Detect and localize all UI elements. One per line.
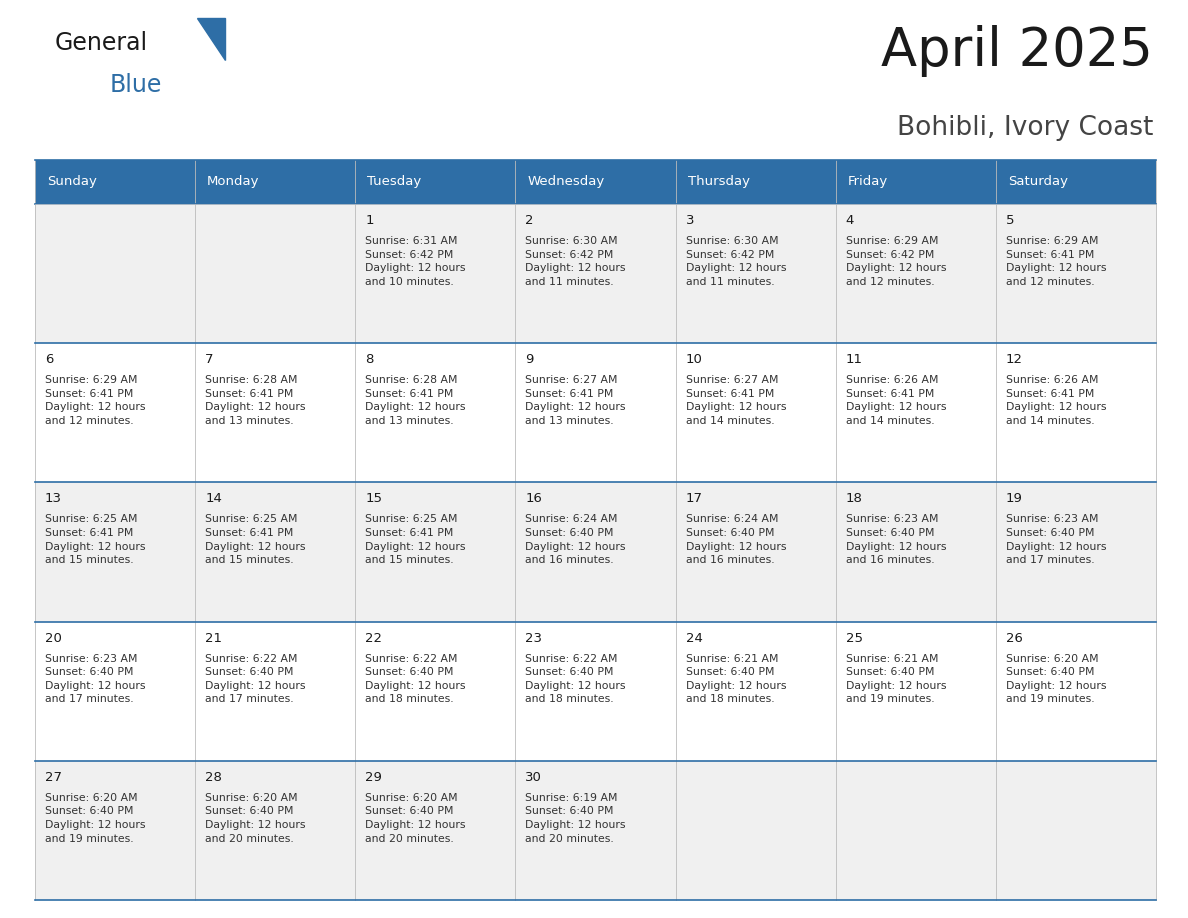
Bar [676,160,835,204]
Text: Friday: Friday [848,175,887,188]
Text: Sunrise: 6:25 AM
Sunset: 6:41 PM
Daylight: 12 hours
and 15 minutes.: Sunrise: 6:25 AM Sunset: 6:41 PM Dayligh… [365,514,466,565]
Bar [835,160,996,204]
Text: 22: 22 [365,632,383,644]
Text: April 2025: April 2025 [881,25,1154,77]
Text: 4: 4 [846,214,854,227]
Text: Sunrise: 6:20 AM
Sunset: 6:40 PM
Daylight: 12 hours
and 20 minutes.: Sunrise: 6:20 AM Sunset: 6:40 PM Dayligh… [365,793,466,844]
Text: 12: 12 [1006,353,1023,366]
Text: Sunrise: 6:21 AM
Sunset: 6:40 PM
Daylight: 12 hours
and 18 minutes.: Sunrise: 6:21 AM Sunset: 6:40 PM Dayligh… [685,654,786,704]
Text: Sunrise: 6:22 AM
Sunset: 6:40 PM
Daylight: 12 hours
and 18 minutes.: Sunrise: 6:22 AM Sunset: 6:40 PM Dayligh… [365,654,466,704]
Bar [34,343,1156,482]
Text: 26: 26 [1006,632,1023,644]
Text: 6: 6 [45,353,53,366]
Bar [34,204,1156,343]
Bar [34,761,1156,900]
Text: Sunrise: 6:29 AM
Sunset: 6:41 PM
Daylight: 12 hours
and 12 minutes.: Sunrise: 6:29 AM Sunset: 6:41 PM Dayligh… [1006,236,1106,286]
Text: 2: 2 [525,214,533,227]
Text: 24: 24 [685,632,702,644]
Text: 25: 25 [846,632,862,644]
Text: General: General [55,31,148,55]
Text: 1: 1 [365,214,374,227]
Text: Sunrise: 6:30 AM
Sunset: 6:42 PM
Daylight: 12 hours
and 11 minutes.: Sunrise: 6:30 AM Sunset: 6:42 PM Dayligh… [525,236,626,286]
Bar [34,160,195,204]
Text: Sunrise: 6:23 AM
Sunset: 6:40 PM
Daylight: 12 hours
and 17 minutes.: Sunrise: 6:23 AM Sunset: 6:40 PM Dayligh… [45,654,145,704]
Text: Sunrise: 6:20 AM
Sunset: 6:40 PM
Daylight: 12 hours
and 20 minutes.: Sunrise: 6:20 AM Sunset: 6:40 PM Dayligh… [206,793,305,844]
Text: 18: 18 [846,492,862,506]
Text: 7: 7 [206,353,214,366]
Text: Sunday: Sunday [48,175,97,188]
Text: 15: 15 [365,492,383,506]
Text: 23: 23 [525,632,543,644]
Bar [355,160,516,204]
Text: Monday: Monday [207,175,260,188]
Text: Sunrise: 6:23 AM
Sunset: 6:40 PM
Daylight: 12 hours
and 16 minutes.: Sunrise: 6:23 AM Sunset: 6:40 PM Dayligh… [846,514,946,565]
Text: Wednesday: Wednesday [527,175,605,188]
Text: 20: 20 [45,632,62,644]
Text: Sunrise: 6:27 AM
Sunset: 6:41 PM
Daylight: 12 hours
and 13 minutes.: Sunrise: 6:27 AM Sunset: 6:41 PM Dayligh… [525,375,626,426]
Bar [34,621,1156,761]
Text: Sunrise: 6:29 AM
Sunset: 6:42 PM
Daylight: 12 hours
and 12 minutes.: Sunrise: 6:29 AM Sunset: 6:42 PM Dayligh… [846,236,946,286]
Text: 3: 3 [685,214,694,227]
Text: 5: 5 [1006,214,1015,227]
Text: 16: 16 [525,492,542,506]
Text: Sunrise: 6:20 AM
Sunset: 6:40 PM
Daylight: 12 hours
and 19 minutes.: Sunrise: 6:20 AM Sunset: 6:40 PM Dayligh… [45,793,145,844]
Text: Thursday: Thursday [688,175,750,188]
Text: 14: 14 [206,492,222,506]
Text: 8: 8 [365,353,374,366]
Text: 17: 17 [685,492,702,506]
Text: Blue: Blue [110,73,163,97]
Text: Saturday: Saturday [1007,175,1068,188]
Text: 9: 9 [525,353,533,366]
Text: Bohibli, Ivory Coast: Bohibli, Ivory Coast [897,115,1154,141]
Text: Sunrise: 6:28 AM
Sunset: 6:41 PM
Daylight: 12 hours
and 13 minutes.: Sunrise: 6:28 AM Sunset: 6:41 PM Dayligh… [206,375,305,426]
Text: Sunrise: 6:26 AM
Sunset: 6:41 PM
Daylight: 12 hours
and 14 minutes.: Sunrise: 6:26 AM Sunset: 6:41 PM Dayligh… [846,375,946,426]
Text: Tuesday: Tuesday [367,175,422,188]
Text: Sunrise: 6:27 AM
Sunset: 6:41 PM
Daylight: 12 hours
and 14 minutes.: Sunrise: 6:27 AM Sunset: 6:41 PM Dayligh… [685,375,786,426]
Text: Sunrise: 6:25 AM
Sunset: 6:41 PM
Daylight: 12 hours
and 15 minutes.: Sunrise: 6:25 AM Sunset: 6:41 PM Dayligh… [206,514,305,565]
Text: 19: 19 [1006,492,1023,506]
Text: Sunrise: 6:26 AM
Sunset: 6:41 PM
Daylight: 12 hours
and 14 minutes.: Sunrise: 6:26 AM Sunset: 6:41 PM Dayligh… [1006,375,1106,426]
Text: 13: 13 [45,492,62,506]
Text: Sunrise: 6:28 AM
Sunset: 6:41 PM
Daylight: 12 hours
and 13 minutes.: Sunrise: 6:28 AM Sunset: 6:41 PM Dayligh… [365,375,466,426]
Text: Sunrise: 6:20 AM
Sunset: 6:40 PM
Daylight: 12 hours
and 19 minutes.: Sunrise: 6:20 AM Sunset: 6:40 PM Dayligh… [1006,654,1106,704]
Text: 21: 21 [206,632,222,644]
Bar [516,160,676,204]
Text: Sunrise: 6:21 AM
Sunset: 6:40 PM
Daylight: 12 hours
and 19 minutes.: Sunrise: 6:21 AM Sunset: 6:40 PM Dayligh… [846,654,946,704]
Text: Sunrise: 6:22 AM
Sunset: 6:40 PM
Daylight: 12 hours
and 18 minutes.: Sunrise: 6:22 AM Sunset: 6:40 PM Dayligh… [525,654,626,704]
Bar [195,160,355,204]
Text: Sunrise: 6:23 AM
Sunset: 6:40 PM
Daylight: 12 hours
and 17 minutes.: Sunrise: 6:23 AM Sunset: 6:40 PM Dayligh… [1006,514,1106,565]
Text: 10: 10 [685,353,702,366]
Text: 11: 11 [846,353,862,366]
Text: Sunrise: 6:30 AM
Sunset: 6:42 PM
Daylight: 12 hours
and 11 minutes.: Sunrise: 6:30 AM Sunset: 6:42 PM Dayligh… [685,236,786,286]
Text: Sunrise: 6:19 AM
Sunset: 6:40 PM
Daylight: 12 hours
and 20 minutes.: Sunrise: 6:19 AM Sunset: 6:40 PM Dayligh… [525,793,626,844]
Text: Sunrise: 6:24 AM
Sunset: 6:40 PM
Daylight: 12 hours
and 16 minutes.: Sunrise: 6:24 AM Sunset: 6:40 PM Dayligh… [685,514,786,565]
Text: Sunrise: 6:24 AM
Sunset: 6:40 PM
Daylight: 12 hours
and 16 minutes.: Sunrise: 6:24 AM Sunset: 6:40 PM Dayligh… [525,514,626,565]
Bar [996,160,1156,204]
Text: 30: 30 [525,771,542,784]
Text: Sunrise: 6:25 AM
Sunset: 6:41 PM
Daylight: 12 hours
and 15 minutes.: Sunrise: 6:25 AM Sunset: 6:41 PM Dayligh… [45,514,145,565]
Text: 27: 27 [45,771,62,784]
Polygon shape [197,18,225,60]
Text: Sunrise: 6:22 AM
Sunset: 6:40 PM
Daylight: 12 hours
and 17 minutes.: Sunrise: 6:22 AM Sunset: 6:40 PM Dayligh… [206,654,305,704]
Text: 29: 29 [365,771,383,784]
Text: Sunrise: 6:29 AM
Sunset: 6:41 PM
Daylight: 12 hours
and 12 minutes.: Sunrise: 6:29 AM Sunset: 6:41 PM Dayligh… [45,375,145,426]
Text: Sunrise: 6:31 AM
Sunset: 6:42 PM
Daylight: 12 hours
and 10 minutes.: Sunrise: 6:31 AM Sunset: 6:42 PM Dayligh… [365,236,466,286]
Text: 28: 28 [206,771,222,784]
Bar [34,482,1156,621]
